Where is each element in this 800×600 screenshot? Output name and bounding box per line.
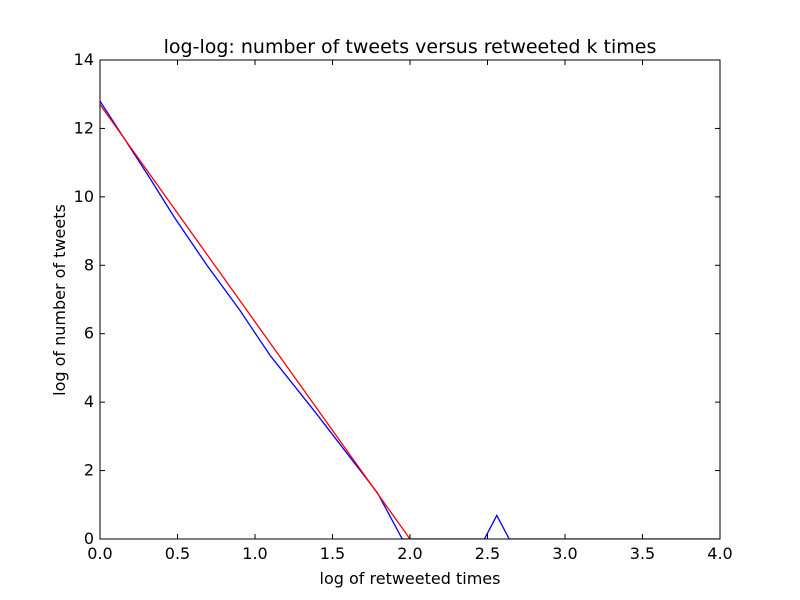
y-tick-label: 2 bbox=[84, 461, 94, 480]
series-layer bbox=[100, 100, 720, 539]
chart-title: log-log: number of tweets versus retweet… bbox=[164, 36, 657, 58]
y-tick-label: 10 bbox=[74, 187, 94, 206]
y-tick-label: 8 bbox=[84, 255, 94, 274]
x-tick-label: 3.0 bbox=[552, 544, 577, 563]
series-line-2 bbox=[100, 104, 411, 539]
x-tick-label: 0.5 bbox=[165, 544, 190, 563]
y-tick-label: 12 bbox=[74, 118, 94, 137]
x-tick-label: 0.0 bbox=[87, 544, 112, 563]
x-tick-label: 1.0 bbox=[242, 544, 267, 563]
series-line-1 bbox=[100, 100, 720, 539]
x-axis-label: log of retweeted times bbox=[320, 569, 501, 588]
y-tick-label: 4 bbox=[84, 392, 94, 411]
y-tick-label: 6 bbox=[84, 324, 94, 343]
x-tick-label: 2.5 bbox=[475, 544, 500, 563]
x-tick-label: 1.5 bbox=[320, 544, 345, 563]
y-axis-label: log of number of tweets bbox=[50, 204, 69, 396]
x-axis: 0.0 0.5 1.0 1.5 2.0 2.5 3.0 3.5 4.0 bbox=[87, 60, 733, 563]
x-tick-label: 3.5 bbox=[630, 544, 655, 563]
x-tick-label: 2.0 bbox=[397, 544, 422, 563]
y-tick-label: 14 bbox=[74, 50, 94, 69]
plot-frame bbox=[99, 59, 721, 540]
x-tick-label: 4.0 bbox=[707, 544, 732, 563]
y-axis: 0 2 4 6 8 10 12 14 bbox=[74, 50, 720, 548]
y-tick-label: 0 bbox=[84, 529, 94, 548]
